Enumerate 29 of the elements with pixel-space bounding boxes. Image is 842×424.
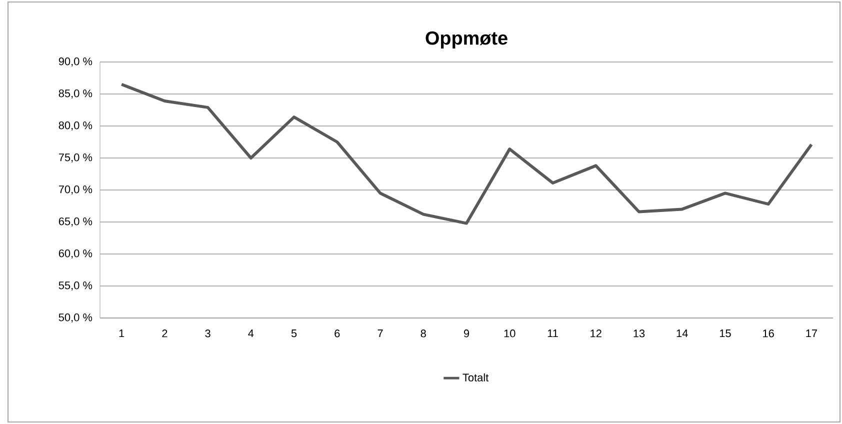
x-tick-label: 10 [504, 330, 516, 338]
x-tick-label: 12 [590, 330, 602, 338]
line-series [120, 82, 813, 225]
legend-label: Totalt [462, 373, 489, 382]
x-tick-label: 7 [378, 330, 383, 338]
x-tick-label: 5 [291, 330, 297, 338]
y-tick-label: 80,0 % [58, 121, 92, 131]
x-tick-label: 2 [162, 330, 168, 338]
y-tick-label: 90,0 % [58, 57, 92, 67]
x-tick-label: 14 [676, 330, 688, 338]
y-tick-label: 70,0 % [58, 185, 92, 195]
x-tick-label: 13 [634, 330, 645, 338]
y-tick-label: 60,0 % [58, 249, 92, 259]
chart-title: Oppmøte [426, 31, 508, 48]
y-tick-label: 85,0 % [58, 89, 92, 99]
x-tick-label: 16 [763, 330, 774, 338]
x-tick-label: 1 [119, 330, 124, 338]
x-tick-label: 17 [806, 330, 817, 338]
x-tick-label: 6 [334, 330, 340, 338]
x-tick-label: 15 [720, 330, 731, 338]
y-tick-label: 75,0 % [58, 153, 92, 163]
y-tick-label: 65,0 % [58, 217, 92, 227]
x-tick-label: 11 [548, 330, 558, 338]
x-tick-label: 9 [464, 330, 470, 338]
x-tick-label: 8 [420, 330, 426, 338]
y-tick-label: 50,0 % [58, 313, 92, 323]
y-tick-label: 55,0 % [58, 281, 92, 291]
x-tick-label: 3 [205, 330, 210, 338]
x-tick-label: 4 [248, 330, 254, 338]
